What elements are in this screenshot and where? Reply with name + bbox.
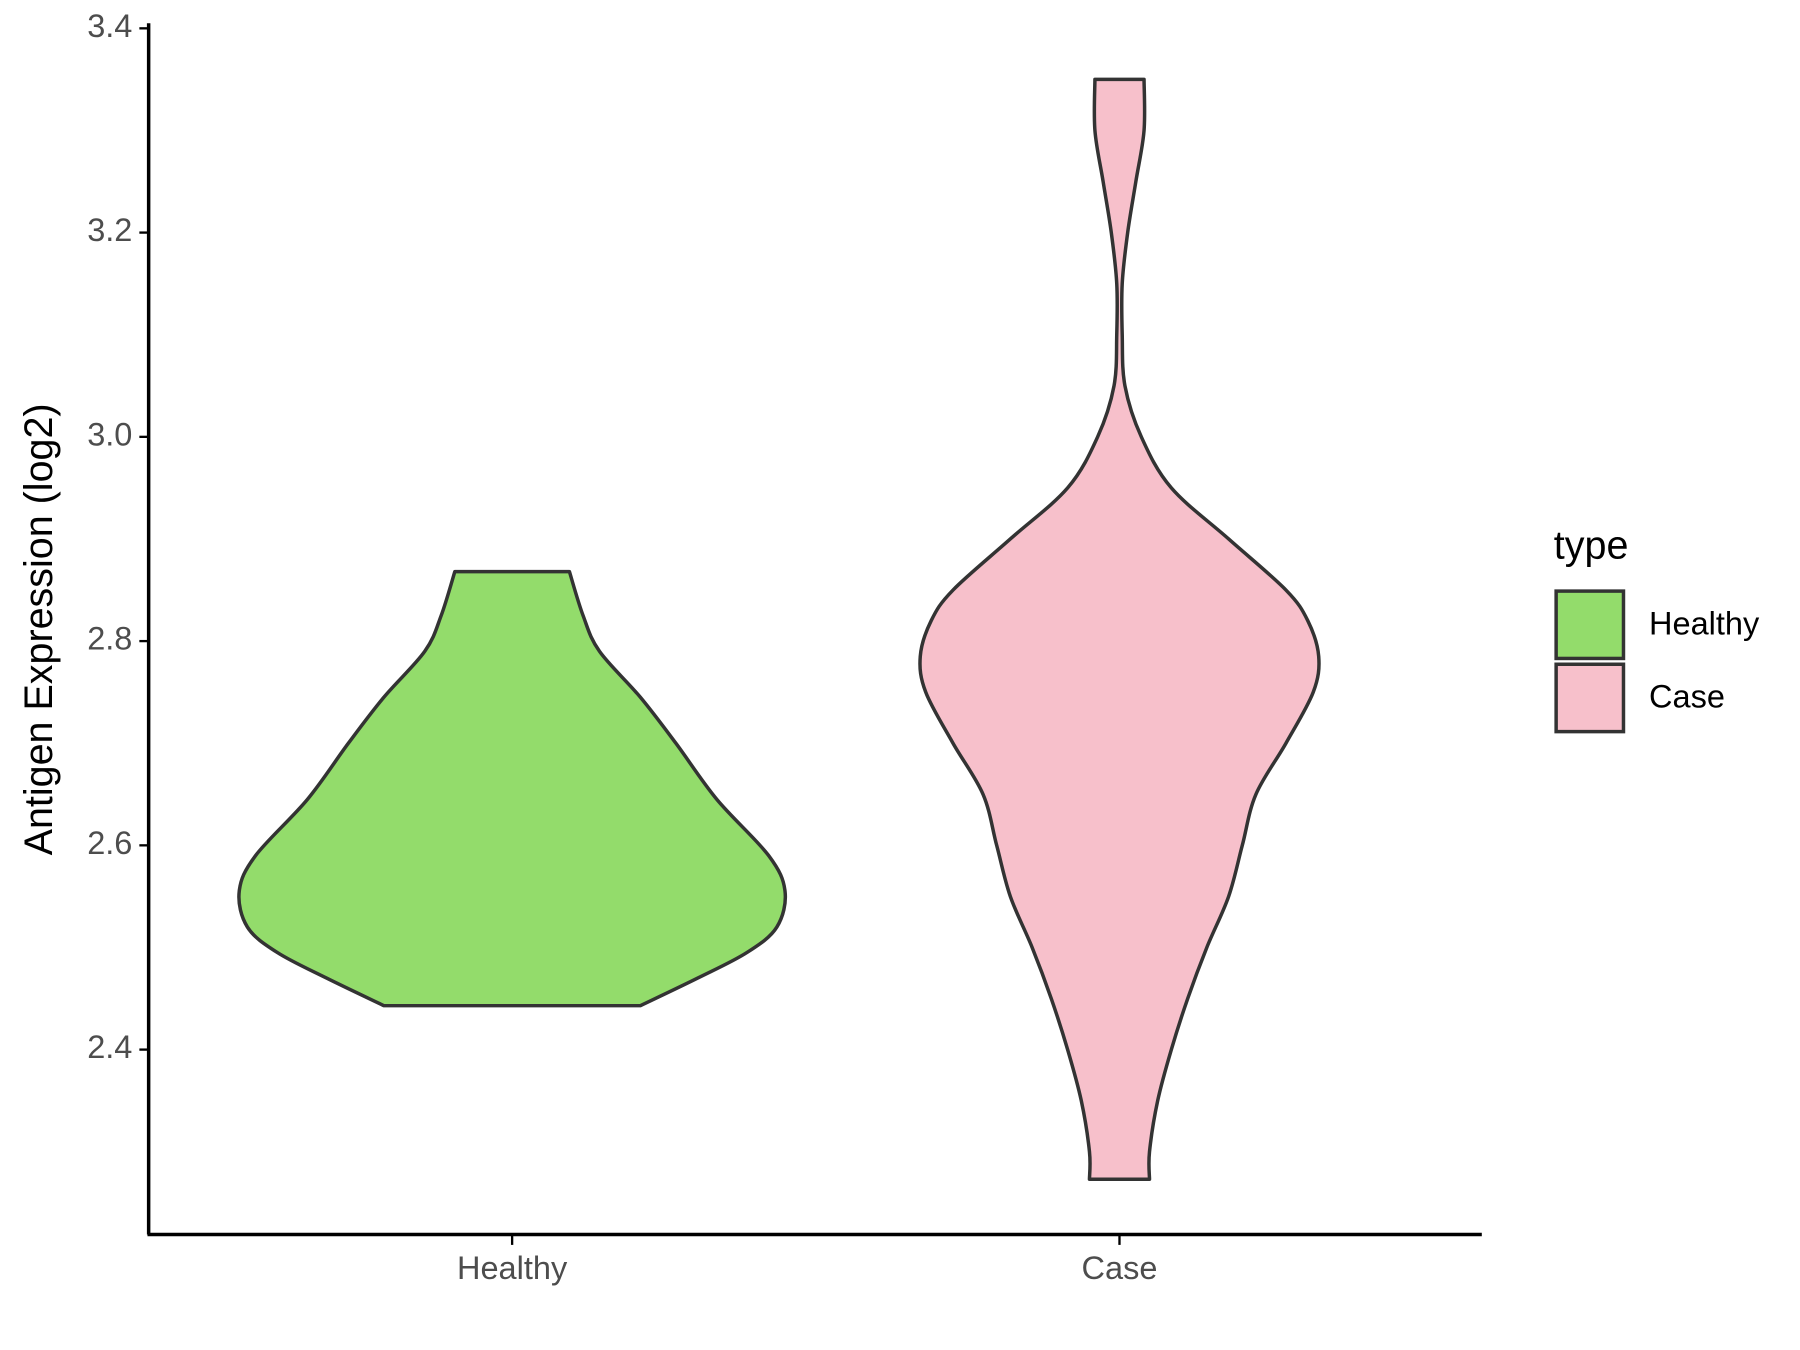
x-tick-label: Case bbox=[1082, 1250, 1158, 1286]
y-tick-label: 2.8 bbox=[87, 621, 132, 657]
y-tick-label: 2.6 bbox=[87, 825, 132, 861]
y-tick-label: 3.4 bbox=[87, 8, 132, 44]
legend-label: Healthy bbox=[1649, 606, 1760, 642]
legend-key bbox=[1554, 589, 1626, 661]
y-tick-label: 3.2 bbox=[87, 212, 132, 248]
x-tick-label: Healthy bbox=[457, 1250, 568, 1286]
legend-title: type bbox=[1554, 524, 1629, 568]
legend-key bbox=[1554, 662, 1626, 734]
violin bbox=[918, 77, 1321, 1182]
y-axis-title: Antigen Expression (log2) bbox=[17, 403, 61, 855]
violin bbox=[237, 569, 788, 1008]
y-tick-label: 2.4 bbox=[87, 1029, 132, 1065]
legend-label: Case bbox=[1649, 679, 1725, 715]
y-tick-label: 3.0 bbox=[87, 416, 132, 452]
